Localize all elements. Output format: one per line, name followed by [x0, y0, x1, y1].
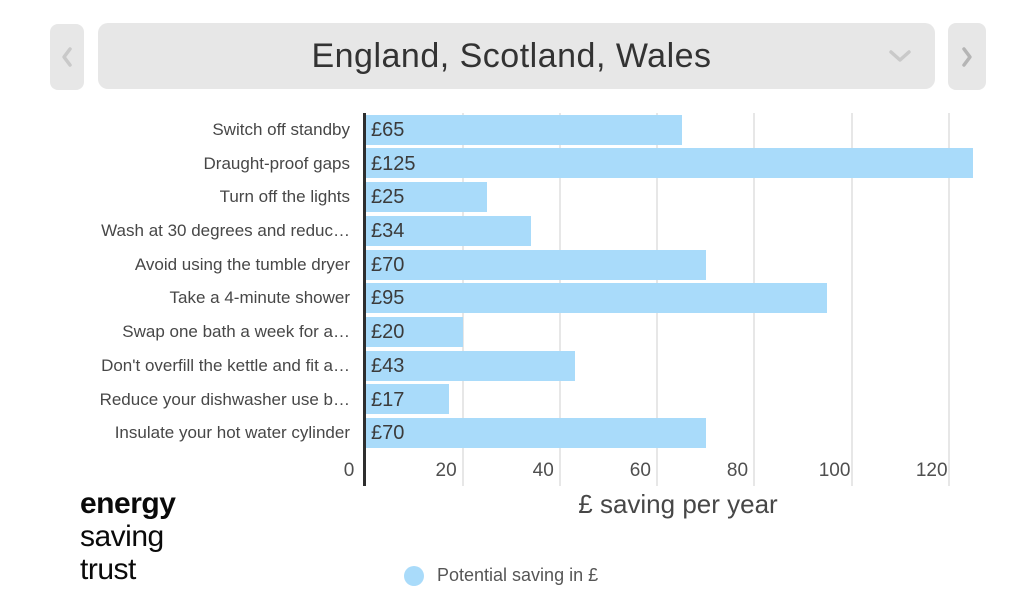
bar-row: £20 — [366, 315, 990, 349]
bar-row: £70 — [366, 416, 990, 450]
legend-label: Potential saving in £ — [437, 565, 599, 585]
bar-value-label: £34 — [371, 220, 405, 243]
previous-region-button[interactable] — [50, 24, 84, 90]
legend-item[interactable]: Potential saving in £ — [404, 565, 598, 586]
bar[interactable] — [366, 350, 575, 381]
x-tick-label: 100 — [818, 460, 851, 481]
x-tick-label: 40 — [532, 460, 554, 481]
bar[interactable] — [366, 417, 706, 448]
y-axis-line — [363, 113, 366, 486]
region-dropdown-value: England, Scotland, Wales — [311, 36, 712, 75]
bar-value-label: £25 — [371, 186, 405, 209]
bar-value-label: £70 — [371, 422, 405, 445]
chevron-right-icon — [962, 46, 972, 67]
bar[interactable] — [366, 316, 464, 347]
bar[interactable] — [366, 215, 532, 246]
bar[interactable] — [366, 384, 449, 415]
category-label: Avoid using the tumble dryer — [134, 254, 350, 274]
bar-row: £25 — [366, 180, 990, 214]
gridline — [850, 113, 853, 486]
logo-line: energy — [80, 487, 176, 520]
x-tick-label: 20 — [435, 460, 457, 481]
chevron-down-icon — [865, 48, 935, 64]
legend-marker-icon — [404, 565, 424, 586]
gridline — [947, 113, 950, 486]
bar[interactable] — [366, 148, 973, 179]
plot-area: £65 £125 £25 £34 £70 £95 £20 £43 £17 £70 0 20 40 60 8… — [344, 113, 990, 486]
bar-value-label: £65 — [371, 119, 405, 141]
bar-row: £95 — [366, 281, 990, 315]
bar-value-label: £95 — [371, 287, 405, 310]
next-region-button[interactable] — [948, 23, 986, 90]
region-dropdown[interactable]: England, Scotland, Wales — [98, 23, 935, 89]
category-label: Turn off the lights — [219, 187, 350, 207]
bar[interactable] — [366, 182, 488, 213]
category-label: Take a 4-minute shower — [169, 288, 350, 308]
bar-row: £43 — [366, 349, 990, 383]
category-label: Reduce your dishwasher use b… — [99, 389, 350, 409]
x-tick-label: 0 — [343, 460, 355, 481]
logo-line: saving — [80, 520, 164, 553]
x-axis-title: £ saving per year — [578, 489, 778, 519]
energy-saving-trust-logo: energy saving trust — [80, 487, 176, 586]
bar-row: £17 — [366, 383, 990, 417]
bar[interactable] — [366, 114, 682, 145]
bars: £65 £125 £25 £34 £70 £95 £20 £43 £17 £70 — [366, 113, 990, 450]
category-labels: Switch off standby Draught-proof gaps Turn… — [0, 113, 358, 450]
bar-row: £125 — [366, 147, 990, 181]
category-label: Wash at 30 degrees and reduc… — [101, 221, 350, 241]
bar-chart: Switch off standby Draught-proof gaps Turn… — [0, 113, 990, 486]
x-tick-label: 60 — [629, 460, 651, 481]
chevron-left-icon — [62, 47, 72, 67]
bar-row: £70 — [366, 248, 990, 282]
x-tick-label: 80 — [726, 460, 749, 481]
category-label: Draught-proof gaps — [203, 153, 350, 173]
category-label: Insulate your hot water cylinder — [114, 423, 350, 443]
bar[interactable] — [366, 249, 706, 280]
bar-value-label: £17 — [371, 388, 405, 411]
bar-value-label: £43 — [371, 354, 405, 377]
category-label: Don't overfill the kettle and fit a… — [101, 355, 350, 375]
bar[interactable] — [366, 283, 828, 314]
logo-line: trust — [80, 553, 136, 586]
bar-value-label: £20 — [371, 321, 405, 344]
category-label: Switch off standby — [212, 120, 350, 139]
bar-value-label: £70 — [371, 253, 405, 276]
x-tick-label: 120 — [915, 460, 948, 481]
bar-value-label: £125 — [371, 152, 416, 175]
category-label: Swap one bath a week for a… — [122, 322, 350, 342]
bar-row: £65 — [366, 113, 990, 147]
bar-row: £34 — [366, 214, 990, 248]
